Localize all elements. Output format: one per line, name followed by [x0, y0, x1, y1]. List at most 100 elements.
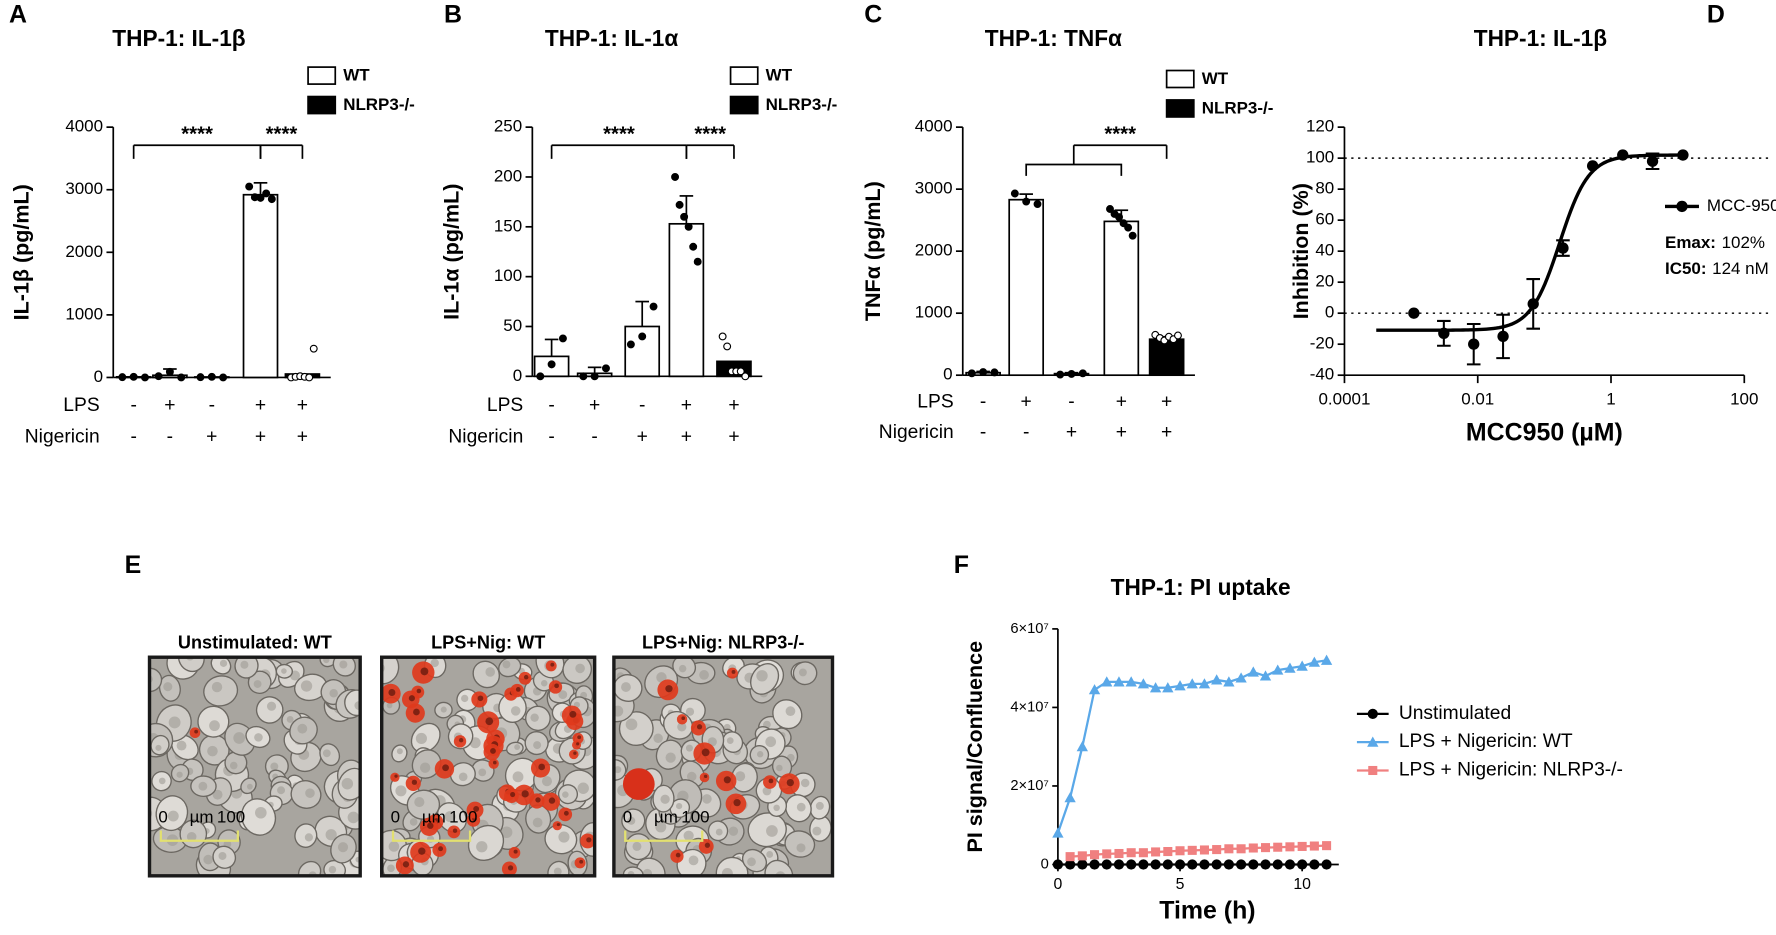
condition-sign: -: [639, 395, 645, 416]
y-tick-label: 3000: [65, 179, 103, 198]
data-point: [1408, 307, 1420, 319]
cell-nucleus: [812, 826, 822, 836]
pi-stained-cell: [622, 768, 655, 800]
condition-sign: -: [130, 395, 136, 416]
y-tick-label: 100: [1306, 148, 1334, 167]
y-tick-label: 200: [494, 166, 522, 185]
pi-stained-core: [473, 805, 480, 812]
pi-stained-core: [538, 763, 546, 771]
data-point: [547, 360, 556, 369]
pi-stained-core: [786, 778, 794, 787]
data-point: [723, 342, 732, 351]
condition-sign: +: [255, 427, 266, 448]
pi-stained-core: [194, 729, 198, 734]
pi-stained-core: [573, 751, 577, 755]
data-point: [1173, 331, 1182, 340]
chart-title: THP-1: IL-1β: [1474, 25, 1607, 51]
pi-stained-core: [569, 710, 577, 718]
cell-nucleus: [676, 802, 683, 810]
panel-label: F: [954, 551, 969, 579]
cell-nucleus: [305, 788, 315, 798]
pi-stained-core: [577, 735, 582, 740]
cell-nucleus: [500, 826, 513, 839]
cell-nucleus: [699, 670, 709, 680]
cell-nucleus: [415, 732, 427, 745]
y-tick-label: 4×10⁷: [1010, 699, 1048, 715]
cell-nucleus: [198, 781, 208, 791]
data-point: [1113, 676, 1125, 687]
condition-sign: +: [164, 395, 175, 416]
data-point: [1223, 676, 1235, 687]
data-point: [1010, 189, 1019, 198]
x-tick-label: 0.01: [1461, 390, 1494, 409]
significance-label: ****: [266, 123, 298, 145]
data-point: [579, 372, 588, 381]
condition-sign: +: [1066, 422, 1077, 443]
data-point: [1163, 847, 1173, 857]
condition-sign: +: [297, 427, 308, 448]
cell-nucleus: [209, 720, 220, 732]
data-point: [979, 368, 988, 377]
data-point: [1309, 859, 1320, 870]
annotation: Emax: 102%: [1665, 233, 1765, 252]
data-point: [693, 257, 702, 266]
y-tick-label: -40: [1310, 365, 1335, 384]
data-point: [680, 212, 689, 221]
pi-stained-core: [523, 674, 529, 680]
annotation-value: 124 nM: [1712, 259, 1769, 278]
pi-stained-core: [768, 778, 774, 784]
data-point: [1052, 859, 1063, 870]
data-point: [1115, 213, 1124, 222]
y-tick-label: 150: [494, 216, 522, 235]
cell-nucleus: [514, 744, 521, 750]
cell-nucleus: [656, 672, 667, 683]
cell: [297, 860, 322, 876]
condition-sign: +: [728, 395, 739, 416]
data-point: [1150, 859, 1161, 870]
panel-label: A: [9, 1, 27, 29]
cell-nucleus: [627, 816, 636, 825]
cell-nucleus: [655, 821, 667, 833]
data-point: [1125, 676, 1137, 687]
data-point: [1617, 149, 1629, 161]
y-tick-label: 60: [1315, 210, 1334, 229]
micrograph-title: LPS+Nig: NLRP3-/-: [642, 632, 804, 652]
cell-nucleus: [785, 706, 796, 716]
legend-marker: [1676, 200, 1688, 213]
cell: [203, 675, 239, 707]
y-tick-label: 250: [494, 117, 522, 136]
cell-nucleus: [502, 660, 511, 669]
micrograph-title: LPS+Nig: WT: [431, 632, 545, 652]
pi-stained-core: [723, 776, 731, 784]
cell-nucleus: [254, 733, 263, 742]
cell-nucleus: [540, 679, 548, 687]
fit-curve: [1376, 153, 1683, 332]
x-axis-label: Time (h): [1159, 897, 1255, 925]
cell-nucleus: [685, 707, 695, 716]
condition-label: Nigericin: [879, 422, 954, 443]
data-point: [118, 373, 127, 382]
data-point: [1187, 859, 1198, 870]
pi-stained-core: [438, 846, 444, 852]
cell-nucleus: [337, 842, 349, 853]
pi-stained-core: [452, 828, 458, 833]
data-point: [1309, 841, 1319, 851]
data-point: [1199, 845, 1209, 855]
cell-nucleus: [176, 771, 183, 778]
cell-nucleus: [621, 682, 631, 692]
data-point: [1078, 369, 1087, 378]
bar: [1103, 220, 1140, 377]
data-point: [309, 344, 318, 353]
y-tick-label: 20: [1315, 272, 1334, 291]
cell-nucleus: [798, 668, 807, 677]
cell-nucleus: [485, 667, 496, 677]
data-point: [1557, 242, 1569, 254]
scale-unit: µm: [422, 808, 446, 827]
data-point: [1102, 849, 1112, 859]
cell-nucleus: [304, 833, 313, 842]
y-tick-label: 40: [1315, 241, 1334, 260]
data-point: [1260, 859, 1271, 870]
y-tick-label: -20: [1310, 334, 1335, 353]
cell-nucleus: [575, 663, 585, 674]
cell-nucleus: [458, 772, 468, 782]
